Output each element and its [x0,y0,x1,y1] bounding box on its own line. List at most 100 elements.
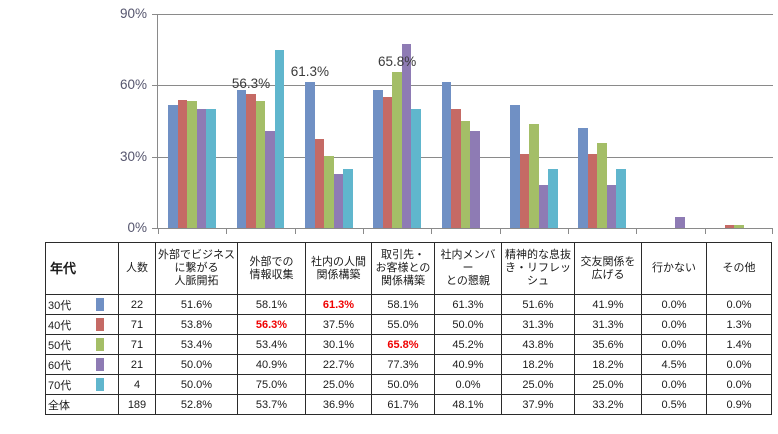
table-row-40代: 40代 71 53.8% 56.3% 37.5% 55.0% 50.0% 31.3% 31.3%… [45,314,772,335]
bar-30代 [510,105,520,228]
value-cell: 0.0% [706,354,772,375]
legend-swatch [96,378,104,391]
value-cell: 0.0% [641,314,707,335]
bar-40代 [314,138,325,228]
data-label: 61.3% [290,64,329,80]
value-cell: 31.3% [574,314,642,335]
age-group-label: 60代 [48,359,72,372]
x-axis-tick [636,228,638,234]
bar-70代 [548,168,558,228]
row-label: 40代 [45,314,119,335]
table-row-60代: 60代 21 50.0% 40.9% 22.7% 77.3% 40.9% 18.2% 18.2%… [45,354,772,375]
row-label: 全体 [45,394,119,415]
bar-70代 [411,109,421,228]
bar-60代 [265,130,275,228]
legend-swatch [96,358,104,371]
bar-50代 [529,123,539,228]
bar-60代 [675,217,685,228]
count-cell: 4 [118,374,156,395]
gridline [158,85,773,87]
x-axis-tick [704,228,706,234]
value-cell: 53.8% [155,314,238,335]
row-label: 70代 [45,374,119,395]
x-axis-tick [363,228,364,234]
value-cell: 4.5% [641,354,707,375]
value-cell: 41.9% [574,294,642,315]
bar-70代 [206,109,216,228]
bar-group-3 [295,14,363,228]
column-header: 外部でビジネス に繋がる 人脈開拓 [155,242,238,295]
bar-group-2 [226,14,294,228]
value-cell: 61.7% [371,394,435,415]
value-cell: 50.0% [371,374,435,395]
row-label: 30代 [45,294,119,315]
column-header: 交友関係を 広げる [574,242,642,295]
header-age-group: 年代 [45,242,119,295]
bar-60代 [196,109,207,228]
y-axis-tick-label: 0% [127,220,147,235]
value-cell: 35.6% [574,334,642,355]
bar-30代 [578,128,588,228]
count-cell: 189 [118,394,156,415]
column-header: 精神的な息抜 き・リフレッシュ [501,242,575,295]
bar-50代 [324,156,334,228]
column-header: その他 [706,242,772,295]
value-cell: 45.2% [434,334,502,355]
y-axis-tick [152,156,158,158]
column-header: 人数 [118,242,156,295]
age-group-label: 40代 [48,319,72,332]
bar-50代 [255,101,266,228]
table-row-全体: 全体 189 52.8% 53.7% 36.9% 61.7% 48.1% 37.9% 33.2%… [45,394,772,415]
value-cell: 18.2% [501,354,575,375]
bar-group-4 [363,14,431,228]
value-cell: 75.0% [237,374,306,395]
value-cell: 1.3% [706,314,772,335]
gridline [158,14,773,15]
value-cell: 0.0% [706,374,772,395]
row-label: 50代 [45,334,119,355]
count-cell: 21 [118,354,156,375]
value-cell: 0.0% [641,294,707,315]
value-cell: 55.0% [371,314,435,335]
bar-group-8 [636,14,704,228]
bar-50代 [187,101,197,228]
value-cell: 40.9% [237,354,306,375]
value-cell: 37.9% [501,394,575,415]
bar-40代 [587,153,598,228]
bar-group-9 [705,14,773,228]
bar-30代 [168,105,178,228]
y-axis-tick-label: 90% [119,6,147,21]
table-header-row: 年代 人数 外部でビジネス に繋がる 人脈開拓 外部での 情報収集 社内の人間 関係構築… [45,242,772,295]
bar-60代 [401,44,412,228]
bar-40代 [724,224,735,228]
column-header: 行かない [641,242,707,295]
data-label: 56.3% [231,76,271,92]
bar-50代 [460,120,471,228]
bar-40代 [519,153,530,228]
legend-swatch [96,318,104,331]
value-cell: 0.0% [434,374,502,395]
bar-group-1 [158,14,226,228]
value-cell: 25.0% [501,374,575,395]
value-cell: 36.9% [305,394,372,415]
value-cell: 53.4% [237,334,306,355]
legend-swatch [96,338,104,351]
value-cell: 58.1% [237,294,306,315]
bar-70代 [616,168,626,228]
y-axis-tick [152,85,158,87]
value-cell: 25.0% [305,374,372,395]
bar-50代 [734,224,744,228]
bar-60代 [470,130,480,228]
value-cell: 56.3% [237,314,306,335]
bar-60代 [333,174,344,228]
column-header: 外部での 情報収集 [237,242,306,295]
plot-area: 56.3% 61.3% 65.8% [152,14,773,234]
bar-60代 [606,184,617,228]
value-cell: 53.4% [155,334,238,355]
table-row-70代: 70代 4 50.0% 75.0% 25.0% 50.0% 0.0% 25.0% 25.0% 0.… [45,374,772,395]
value-cell: 1.4% [706,334,772,355]
value-cell: 65.8% [371,334,435,355]
bar-70代 [274,49,285,228]
x-axis-tick [158,228,159,234]
value-cell: 25.0% [574,374,642,395]
